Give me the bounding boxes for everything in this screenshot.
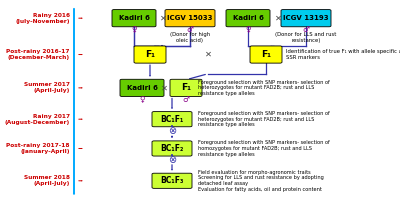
FancyBboxPatch shape [165,9,215,27]
Text: ♀: ♀ [131,25,137,34]
FancyBboxPatch shape [250,46,282,63]
Text: Field evaluation for morpho-agronomic traits
Screening for LLS and rust resistan: Field evaluation for morpho-agronomic tr… [198,170,324,192]
Text: (Donor for high
oleic acid): (Donor for high oleic acid) [170,32,210,43]
Text: ♂: ♂ [182,96,190,104]
Text: ICGV 13193: ICGV 13193 [283,15,329,21]
Text: ♀: ♀ [245,25,251,34]
Text: ✕: ✕ [274,14,282,23]
FancyBboxPatch shape [152,173,192,188]
Text: BC₁F₁: BC₁F₁ [160,115,184,124]
Text: ⊗: ⊗ [168,126,176,136]
Text: ♂: ♂ [302,25,310,34]
FancyBboxPatch shape [281,9,331,27]
FancyBboxPatch shape [112,9,156,27]
Text: F₁: F₁ [145,50,155,59]
Text: BC₁F₃: BC₁F₃ [160,176,184,185]
Text: (Donor for LLS and rust
resistance): (Donor for LLS and rust resistance) [275,32,337,43]
Text: ✕: ✕ [204,50,212,59]
Text: F₁: F₁ [181,83,191,92]
FancyBboxPatch shape [120,79,164,97]
Text: Foreground selection with SNP markers- selection of
heterozygotes for mutant FAD: Foreground selection with SNP markers- s… [198,80,330,96]
Text: ⊗: ⊗ [168,155,176,165]
Text: ♀: ♀ [139,96,145,104]
Text: Kadiri 6: Kadiri 6 [118,15,150,21]
Text: Foreground selection with SNP markers- selection of
heterozygotes for mutant FAD: Foreground selection with SNP markers- s… [198,111,330,127]
Text: Foreground selection with SNP markers- selection of
homozygotes for mutant FAD2B: Foreground selection with SNP markers- s… [198,140,330,157]
Text: ICGV 15033: ICGV 15033 [167,15,213,21]
FancyBboxPatch shape [152,141,192,156]
FancyBboxPatch shape [152,112,192,127]
Text: ✕: ✕ [161,83,168,92]
Text: Rainy 2017
(August-December): Rainy 2017 (August-December) [5,114,70,125]
Text: Post-rainy 2016-17
(December-March): Post-rainy 2016-17 (December-March) [6,49,70,60]
Text: Post-rainy 2017-18
(January-April): Post-rainy 2017-18 (January-April) [6,143,70,154]
Text: ♂: ♂ [186,25,194,34]
Text: Identification of true F₁ with allele specific and
SSR markers: Identification of true F₁ with allele sp… [286,49,400,60]
Text: ✕: ✕ [160,14,167,23]
FancyBboxPatch shape [226,9,270,27]
Text: Kadiri 6: Kadiri 6 [232,15,264,21]
Text: Summer 2017
(April-July): Summer 2017 (April-July) [24,82,70,93]
Text: Summer 2018
(April-July): Summer 2018 (April-July) [24,175,70,186]
FancyBboxPatch shape [170,79,202,97]
FancyBboxPatch shape [134,46,166,63]
Text: Kadiri 6: Kadiri 6 [126,85,158,91]
Text: Rainy 2016
(July-November): Rainy 2016 (July-November) [16,13,70,24]
Text: F₁: F₁ [261,50,271,59]
Text: BC₁F₂: BC₁F₂ [160,144,184,153]
